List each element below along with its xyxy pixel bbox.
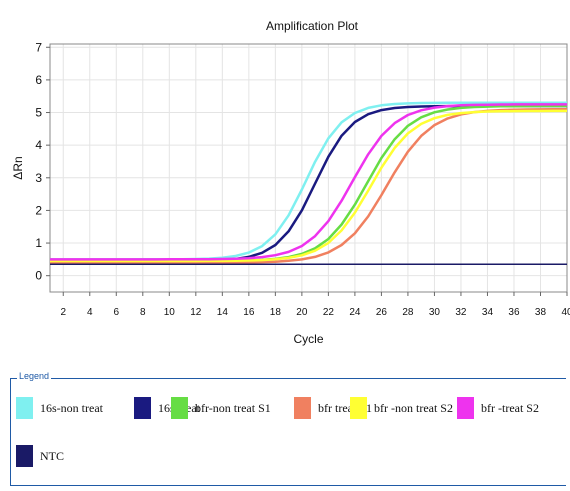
y-tick-label: 2 [35, 203, 42, 217]
x-tick-label: 16 [243, 307, 255, 318]
grid [50, 44, 568, 292]
x-tick-label: 38 [535, 307, 547, 318]
legend-swatch [16, 397, 33, 419]
x-tick-label: 2 [60, 307, 66, 318]
legend-swatch [350, 397, 367, 419]
chart-title: Amplification Plot [266, 19, 359, 33]
legend-item: 16s-non treat [16, 397, 103, 419]
x-tick-label: 20 [296, 307, 308, 318]
y-tick-label: 6 [35, 73, 42, 87]
x-tick-label: 36 [508, 307, 520, 318]
x-tick-label: 18 [270, 307, 282, 318]
x-tick-label: 6 [114, 307, 120, 318]
x-tick-label: 28 [402, 307, 414, 318]
x-tick-label: 40 [561, 307, 570, 318]
legend-label: bfr-non treat S1 [195, 400, 271, 415]
legend-item: bfr-non treat S1 [171, 397, 271, 419]
series-line [50, 104, 567, 263]
y-axis-ticks: 0 1 2 3 4 5 6 7 [35, 40, 50, 283]
x-tick-label: 8 [140, 307, 146, 318]
legend-item: bfr -non treat S2 [350, 397, 453, 419]
y-tick-label: 0 [35, 269, 42, 283]
x-tick-label: 14 [217, 307, 229, 318]
y-tick-label: 3 [35, 171, 42, 185]
x-axis-label: Cycle [293, 332, 323, 346]
legend-swatch [134, 397, 151, 419]
legend-swatch [294, 397, 311, 419]
series-line [50, 101, 567, 261]
x-tick-label: 22 [323, 307, 335, 318]
legend-title: Legend [17, 371, 52, 381]
legend-swatch [171, 397, 188, 419]
series-lines [50, 101, 567, 266]
y-tick-label: 5 [35, 106, 42, 120]
series-line [50, 104, 567, 263]
x-tick-label: 24 [349, 307, 361, 318]
series-line [50, 109, 567, 263]
x-tick-label: 26 [376, 307, 388, 318]
series-line [50, 103, 567, 261]
x-tick-label: 10 [164, 307, 176, 318]
legend-swatch [457, 397, 474, 419]
legend-label: bfr -treat S2 [481, 400, 539, 415]
legend-item: NTC [16, 445, 64, 467]
x-tick-label: 4 [87, 307, 93, 318]
y-tick-label: 4 [35, 138, 42, 152]
plot-frame [49, 43, 568, 293]
legend-item: bfr -treat S2 [457, 397, 539, 419]
y-axis-label: ΔRn [11, 156, 25, 179]
legend-label: bfr -non treat S2 [374, 400, 453, 415]
legend-swatch [16, 445, 33, 467]
x-tick-label: 34 [482, 307, 494, 318]
x-tick-label: 30 [429, 307, 441, 318]
y-tick-label: 1 [35, 236, 42, 250]
legend-label: 16s-non treat [40, 400, 103, 415]
x-tick-label: 32 [455, 307, 467, 318]
x-axis-ticks: 2 4 6 8 10 12 14 16 18 20 22 24 26 28 30 32 34 36 38 40 [60, 292, 570, 318]
legend-label: NTC [40, 448, 64, 463]
y-tick-label: 7 [35, 40, 42, 54]
x-tick-label: 12 [190, 307, 202, 318]
